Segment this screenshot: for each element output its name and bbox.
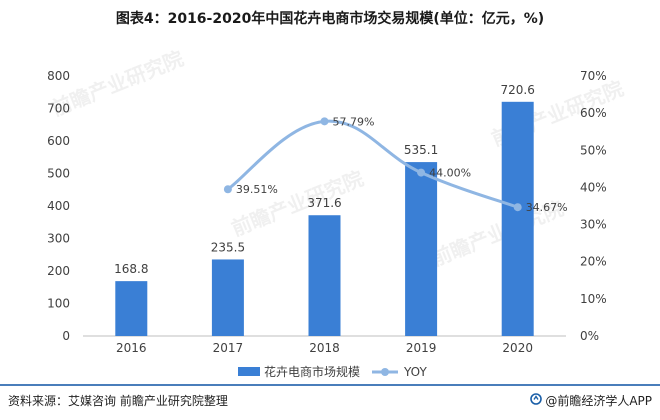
y-right-tick-label: 40%: [580, 180, 607, 194]
y-right-tick-label: 0%: [580, 329, 599, 343]
y-right-tick-label: 70%: [580, 69, 607, 83]
yoy-point: [417, 168, 426, 177]
source-note: 资料来源：艾媒咨询 前瞻产业研究院整理: [8, 394, 228, 408]
bar: [115, 281, 148, 336]
x-tick-label: 2016: [116, 341, 147, 355]
yoy-line: [227, 119, 519, 209]
bar: [211, 259, 244, 336]
brand-credit: @前瞻经济学人APP: [530, 392, 652, 409]
legend-swatch-point: [381, 368, 389, 376]
bar: [501, 101, 534, 337]
chart-title: 图表4：2016-2020年中国花卉电商市场交易规模(单位：亿元，%): [115, 11, 545, 27]
yoy-value-label: 57.79%: [333, 115, 375, 128]
watermark-text: 前瞻产业研究院: [228, 166, 367, 241]
x-tick-label: 2019: [406, 341, 437, 355]
y-left-tick-label: 600: [47, 134, 70, 148]
bar: [308, 215, 341, 336]
x-tick-label: 2020: [502, 341, 533, 355]
yoy-value-label: 39.51%: [236, 183, 278, 196]
bar-value-label: 371.6: [307, 196, 341, 210]
bar-value-label: 720.6: [501, 83, 535, 97]
legend-swatch-bar: [238, 367, 260, 376]
yoy-point: [223, 185, 232, 194]
qianzhan-logo-icon: [530, 393, 543, 405]
y-right-tick-label: 60%: [580, 106, 607, 120]
bar-value-label: 168.8: [114, 262, 148, 276]
y-left-tick-label: 500: [47, 167, 70, 181]
y-left-tick-label: 400: [47, 199, 70, 213]
yoy-value-label: 34.67%: [526, 201, 568, 214]
bar-value-label: 235.5: [211, 240, 245, 254]
y-right-tick-label: 30%: [580, 218, 607, 232]
y-right-tick-label: 20%: [580, 255, 607, 269]
y-left-tick-label: 200: [47, 264, 70, 278]
legend: 花卉电商市场规模 YOY: [238, 364, 427, 379]
yoy-point: [320, 117, 329, 126]
x-tick-label: 2018: [309, 341, 340, 355]
axes: 0 100 200 300 400 500 600 700 800 0% 10% 20% 30% 40% 5…: [47, 69, 607, 355]
y-left-tick-label: 0: [62, 329, 70, 343]
y-left-tick-label: 700: [47, 102, 70, 116]
yoy-value-label: 44.00%: [429, 167, 471, 180]
footer-divider: [0, 384, 660, 386]
legend-label-line: YOY: [403, 365, 427, 379]
line-series: 39.51% 57.79% 44.00% 34.67%: [223, 115, 568, 214]
y-left-tick-label: 300: [47, 232, 70, 246]
brand-credit-text: @前瞻经济学人APP: [545, 394, 652, 408]
y-right-tick-label: 10%: [580, 292, 607, 306]
y-left-tick-label: 800: [47, 69, 70, 83]
bar-value-label: 535.1: [404, 143, 438, 157]
legend-label-bar: 花卉电商市场规模: [264, 364, 360, 379]
bar: [405, 162, 438, 336]
yoy-point: [513, 203, 522, 212]
y-right-tick-label: 50%: [580, 143, 607, 157]
x-tick-label: 2017: [213, 341, 244, 355]
y-left-tick-label: 100: [47, 297, 70, 311]
bar-series: 168.8 235.5 371.6 535.1 720.6: [114, 83, 535, 337]
